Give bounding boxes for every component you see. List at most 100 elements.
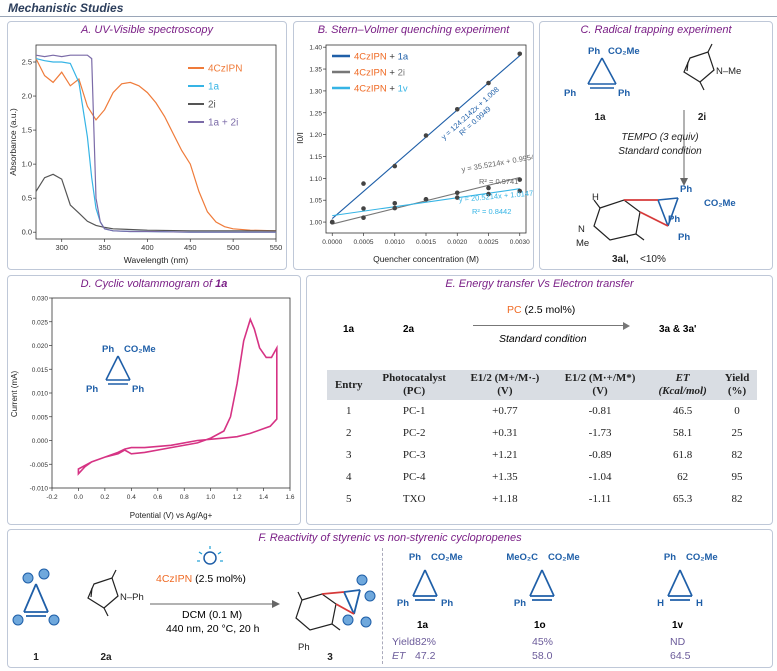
f-sub-circle-2 bbox=[38, 568, 50, 580]
table-cell: 82 bbox=[731, 493, 743, 505]
f-cmpd-et: 58.0 bbox=[532, 650, 553, 662]
table-cell: -0.81 bbox=[588, 405, 612, 417]
table-cell: 46.5 bbox=[672, 405, 693, 417]
f-cmpd-et: 64.5 bbox=[670, 650, 691, 662]
x-tick-label: 500 bbox=[227, 243, 240, 252]
table-cell: 25 bbox=[731, 427, 743, 439]
table-cell: -1.04 bbox=[588, 471, 612, 483]
sv-point bbox=[486, 191, 491, 197]
table-row: 5 TXO +1.18 -1.11 65.3 82 bbox=[327, 488, 757, 510]
table-cell: 62 bbox=[677, 471, 689, 483]
f-cmpd-top-left: Ph bbox=[663, 552, 676, 563]
sv-r2-2i: R² = 0.9741 bbox=[479, 177, 518, 186]
f-prod-circle-3 bbox=[342, 614, 354, 626]
f-light-icon bbox=[203, 551, 217, 565]
sv-legend-label: 4CzIPN + 1v bbox=[354, 84, 408, 95]
y-tick-label: 0.030 bbox=[32, 296, 49, 303]
panel-e-title: E. Energy transfer Vs Electron transfer bbox=[445, 278, 634, 290]
table-cell: 2 bbox=[345, 427, 352, 439]
f-cmpd-top-right: CO₂Me bbox=[548, 552, 580, 563]
c-prod-h: H bbox=[592, 192, 599, 203]
th-yield: Yield (%) bbox=[717, 370, 757, 400]
y-tick-label: 1.40 bbox=[309, 45, 322, 52]
panel-e: E. Energy transfer Vs Electron transfer … bbox=[306, 275, 773, 525]
f-cmpd-et: 47.2 bbox=[415, 650, 436, 662]
sv-point bbox=[454, 106, 460, 112]
cv-1a-ph-top: Ph bbox=[102, 344, 114, 355]
c-1a-co2me: CO₂Me bbox=[608, 46, 640, 57]
x-tick-label: 1.2 bbox=[233, 494, 242, 501]
sv-r2-1v: R² = 0.8442 bbox=[472, 207, 511, 216]
header-rule bbox=[0, 16, 777, 17]
th-entry: Entry bbox=[327, 370, 371, 400]
y-tick-label: 0.010 bbox=[32, 391, 49, 398]
table-cell: PC-1 bbox=[402, 405, 426, 417]
y-tick-label: 1.30 bbox=[309, 88, 322, 95]
panel-d: D. Cyclic voltammogram of 1a -0.2 0.0 0.2 0… bbox=[7, 275, 301, 525]
sv-point bbox=[361, 181, 366, 186]
f-sub-circle-4 bbox=[48, 614, 60, 626]
product-3al-structure bbox=[593, 199, 645, 241]
cv-1a-ph-left: Ph bbox=[86, 384, 98, 395]
f-catalyst: 4CzIPN bbox=[156, 573, 193, 585]
sv-point bbox=[392, 200, 398, 206]
c-product-yield: <10% bbox=[640, 254, 666, 265]
f-cmpd-bottom-right: Ph bbox=[441, 598, 454, 609]
table-cell: 4 bbox=[345, 471, 352, 483]
th-photocatalyst: Photocatalyst (PC) bbox=[370, 370, 458, 400]
panel-d-title-bold: 1a bbox=[215, 278, 228, 290]
cv-y-label: Current (mA) bbox=[10, 371, 19, 418]
c-2i-n-me: N–Me bbox=[716, 66, 741, 77]
panel-f-divider bbox=[382, 548, 383, 664]
sv-legend-label: 4CzIPN + 1a bbox=[354, 52, 409, 63]
compound-2i-structure bbox=[683, 43, 715, 91]
sv-eq-1v: y = 20.5214x + 1.0147 bbox=[458, 189, 533, 204]
panel-c: C. Radical trapping experiment Ph CO₂Me … bbox=[539, 21, 773, 270]
sv-point bbox=[454, 190, 460, 196]
table-cell: TXO bbox=[402, 493, 426, 505]
f-product-red-bond-2 bbox=[335, 603, 355, 615]
uv-plot-frame bbox=[35, 44, 277, 240]
cv-x-label: Potential (V) vs Ag/Ag+ bbox=[130, 511, 213, 520]
et-table: Entry Photocatalyst (PC) E1/2 (M+/M·-) (V)… bbox=[327, 370, 757, 510]
panel-f-scheme: 1 N–Ph 2a bbox=[12, 546, 376, 663]
sv-point bbox=[361, 215, 366, 220]
uv-series-0 bbox=[35, 58, 277, 232]
table-row: 1 PC-1 +0.77 -0.81 46.5 0 bbox=[327, 400, 757, 422]
c-condition: Standard condition bbox=[618, 146, 702, 157]
th-eox: E1/2 (M·+/M*) (V) bbox=[551, 370, 649, 400]
y-tick-label: 1.05 bbox=[309, 198, 322, 205]
table-row: 4 PC-4 +1.35 -1.04 62 95 bbox=[327, 466, 757, 488]
f-conditions: 440 nm, 20 °C, 20 h bbox=[166, 623, 260, 635]
y-tick-label: 1.5 bbox=[22, 126, 32, 135]
et-table-header: Entry Photocatalyst (PC) E1/2 (M+/M·-) (V)… bbox=[327, 370, 757, 400]
x-tick-label: 0.0015 bbox=[416, 239, 436, 246]
f-arrow-head bbox=[272, 600, 280, 608]
x-tick-label: 450 bbox=[184, 243, 197, 252]
sv-y-label: I0/I bbox=[295, 132, 305, 144]
f-et-label: ET bbox=[392, 650, 406, 662]
sv-point bbox=[486, 80, 491, 86]
sv-point bbox=[392, 163, 398, 169]
compound-1a-structure bbox=[587, 57, 617, 89]
e-pc-amount: (2.5 mol%) bbox=[521, 304, 576, 316]
y-tick-label: 1.35 bbox=[309, 67, 322, 74]
panel-b: B. Stern–Volmer quenching experiment 0.0… bbox=[293, 21, 534, 270]
y-tick-label: 0.000 bbox=[32, 438, 49, 445]
sv-legend-label: 4CzIPN + 2i bbox=[354, 68, 405, 79]
f-compound-2a-structure bbox=[87, 569, 119, 617]
x-tick-label: 0.0025 bbox=[479, 239, 499, 246]
e-pc-line: PC (2.5 mol%) bbox=[507, 304, 575, 316]
table-cell: +1.21 bbox=[492, 449, 518, 461]
e-pc-label: PC bbox=[507, 304, 522, 316]
th-et: ET (Kcal/mol) bbox=[648, 370, 718, 400]
f-cmpd-label: 1o bbox=[534, 620, 546, 631]
x-tick-label: 1.4 bbox=[259, 494, 268, 501]
c-prod-me: Me bbox=[576, 238, 589, 249]
uv-vis-chart: 300 350 400 450 500 550 0.0 0.5 1.0 1.5 2.0 2.5 4Cz… bbox=[8, 44, 282, 265]
c-prod-ph-top: Ph bbox=[680, 184, 692, 195]
x-tick-label: 0.0 bbox=[74, 494, 83, 501]
table-cell: +0.77 bbox=[492, 405, 518, 417]
f-cmpd-yield: 45% bbox=[532, 636, 554, 648]
f-prod-circle-2 bbox=[364, 590, 376, 602]
